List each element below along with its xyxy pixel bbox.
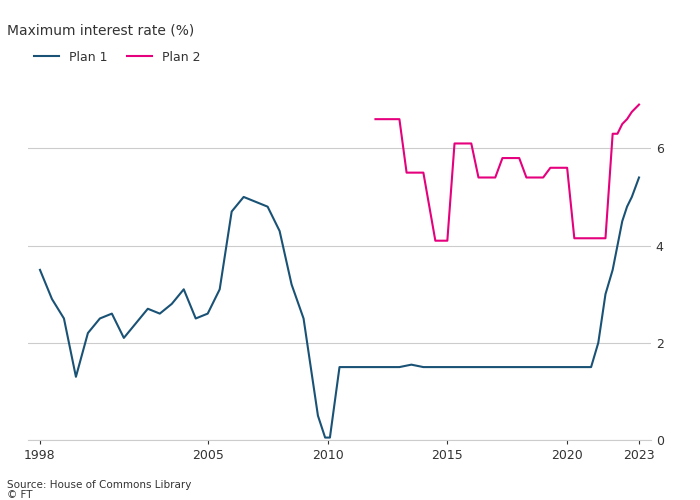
Text: Source: House of Commons Library: Source: House of Commons Library — [7, 480, 191, 490]
Line: Plan 1: Plan 1 — [40, 178, 639, 438]
Plan 2 — [515, 155, 524, 161]
Plan 1 — [491, 364, 500, 370]
Plan 2 — [402, 170, 411, 175]
Plan 2 — [410, 170, 418, 175]
Plan 2 — [618, 121, 626, 127]
Plan 2 — [371, 116, 379, 122]
Plan 1 — [71, 374, 80, 380]
Plan 2 — [498, 155, 507, 161]
Plan 2 — [570, 236, 578, 242]
Plan 2 — [587, 236, 595, 242]
Plan 1 — [314, 412, 322, 418]
Plan 2 — [601, 236, 610, 242]
Plan 2 — [467, 140, 475, 146]
Plan 2 — [623, 116, 631, 122]
Line: Plan 2: Plan 2 — [375, 104, 639, 240]
Plan 2 — [539, 174, 547, 180]
Plan 1 — [635, 174, 643, 180]
Plan 2 — [491, 174, 500, 180]
Plan 2 — [563, 165, 571, 171]
Plan 2 — [628, 109, 636, 115]
Plan 2 — [395, 116, 404, 122]
Plan 2 — [450, 140, 459, 146]
Plan 2 — [529, 174, 538, 180]
Plan 1 — [321, 434, 329, 440]
Plan 2 — [608, 130, 617, 136]
Plan 2 — [458, 140, 466, 146]
Text: Maximum interest rate (%): Maximum interest rate (%) — [7, 24, 195, 38]
Plan 2 — [594, 236, 603, 242]
Plan 1 — [216, 286, 224, 292]
Plan 2 — [482, 174, 490, 180]
Plan 2 — [505, 155, 514, 161]
Plan 2 — [419, 170, 428, 175]
Plan 2 — [443, 238, 452, 244]
Plan 2 — [554, 165, 562, 171]
Plan 1 — [479, 364, 487, 370]
Text: © FT: © FT — [7, 490, 32, 500]
Legend: Plan 1, Plan 2: Plan 1, Plan 2 — [34, 51, 200, 64]
Plan 2 — [613, 130, 622, 136]
Plan 1 — [60, 316, 68, 322]
Plan 2 — [635, 102, 643, 107]
Plan 2 — [578, 236, 586, 242]
Plan 2 — [522, 174, 531, 180]
Plan 1 — [36, 267, 44, 273]
Plan 2 — [475, 174, 483, 180]
Plan 2 — [546, 165, 554, 171]
Plan 2 — [431, 238, 440, 244]
Plan 2 — [383, 116, 391, 122]
